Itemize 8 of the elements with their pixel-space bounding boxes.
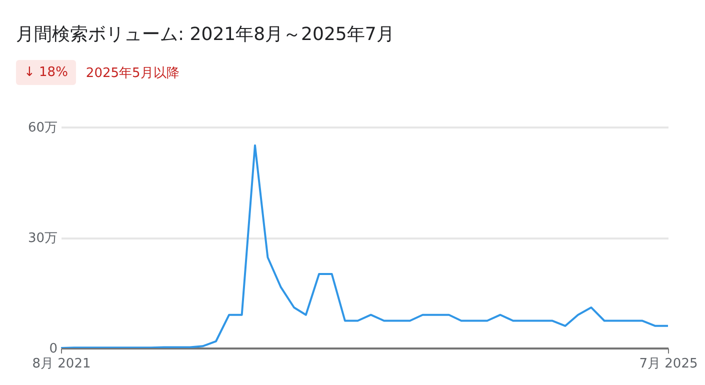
- x-tick-label: 8月 2021: [32, 356, 91, 372]
- x-tick-label: 7月 2025: [639, 356, 698, 372]
- y-tick-label: 60万: [28, 120, 58, 136]
- text: 2025年5月以降: [86, 64, 180, 82]
- chart-title: 月間検索ボリューム: 2021年8月～2025年7月: [16, 23, 394, 46]
- y-tick-label: 30万: [28, 231, 58, 246]
- text: ↓ 18%: [16, 60, 76, 85]
- y-tick-label: 0: [49, 342, 58, 356]
